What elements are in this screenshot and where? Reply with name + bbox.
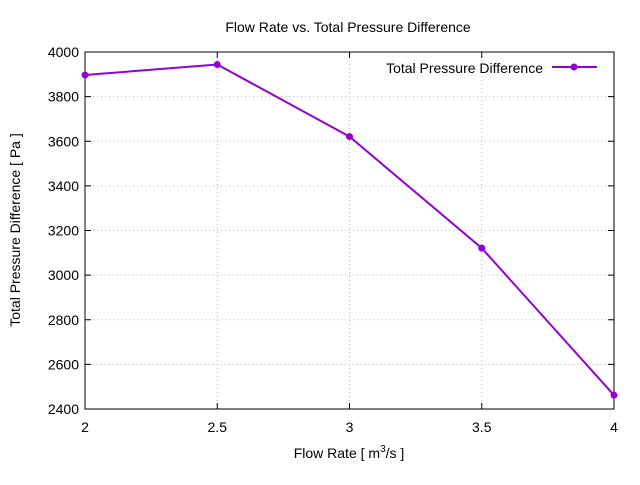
legend-label: Total Pressure Difference (386, 60, 543, 76)
x-tick-label: 3.5 (472, 419, 492, 435)
data-point (610, 391, 618, 399)
data-point (81, 71, 89, 79)
x-tick-label: 3 (346, 419, 354, 435)
y-axis-label: Total Pressure Difference [ Pa ] (7, 133, 23, 327)
data-point (478, 244, 486, 252)
y-tick-label: 3800 (48, 89, 79, 105)
y-tick-label: 3000 (48, 267, 79, 283)
x-tick-label: 4 (610, 419, 618, 435)
series (81, 60, 618, 399)
data-point (213, 60, 221, 68)
ticks: 2400 2600 2800 3000 3200 3400 3600 3800 4000 2 2.5… (48, 44, 618, 435)
chart-title: Flow Rate vs. Total Pressure Difference (225, 19, 471, 35)
y-tick-label: 3200 (48, 223, 79, 239)
y-tick-label: 4000 (48, 44, 79, 60)
x-axis-label-sup: 3 (380, 444, 386, 455)
y-tick-label: 3400 (48, 178, 79, 194)
x-axis-label-main: Flow Rate [ m (294, 445, 380, 461)
y-tick-label: 3600 (48, 133, 79, 149)
data-point (346, 133, 353, 141)
legend: Total Pressure Difference (386, 60, 597, 76)
y-tick-label: 2800 (48, 312, 79, 328)
x-axis-label: Flow Rate [ m3/s ] (294, 444, 405, 461)
legend-marker (570, 63, 578, 71)
x-axis-label-tail: /s ] (386, 445, 405, 461)
series-line (84, 63, 615, 396)
x-tick-label: 2 (81, 419, 89, 435)
y-tick-label: 2600 (48, 356, 79, 372)
grid (85, 52, 614, 409)
x-tick-label: 2.5 (208, 419, 228, 435)
y-tick-label: 2400 (48, 401, 79, 417)
